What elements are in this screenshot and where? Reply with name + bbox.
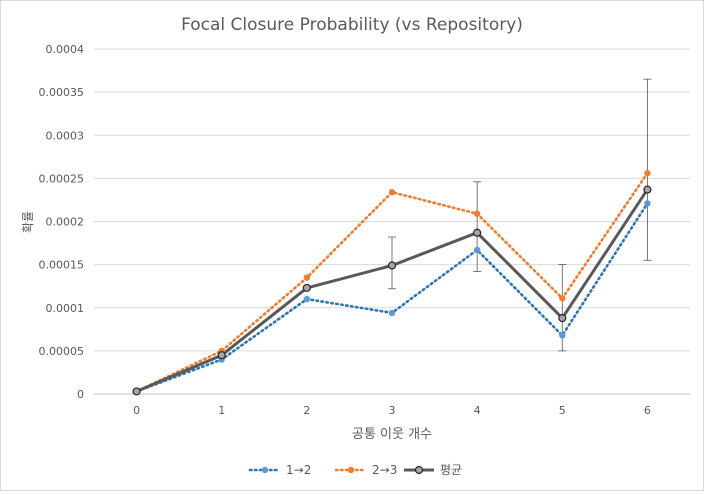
data-point [303,274,311,281]
y-tick-label: 0.0003 [46,129,85,142]
data-point [559,295,566,302]
x-tick-label: 4 [474,404,481,417]
y-tick-label: 0 [77,388,84,401]
x-tick-label: 2 [303,404,310,417]
error-bars [388,78,652,352]
y-tick-label: 0.0002 [46,216,85,229]
data-point [559,332,566,339]
data-point [388,188,396,196]
x-tick-label: 0 [133,404,140,417]
data-point [388,309,396,317]
x-axis-title: 공통 이웃 개수 [352,427,432,442]
x-tick-label: 5 [559,404,566,417]
legend-label: 1→2 [286,463,311,477]
data-point [473,210,481,217]
gridlines [94,48,690,352]
legend: 1→2 2→3 평균 [248,463,462,477]
data-point [473,228,482,237]
data-point [558,314,567,323]
data-point [302,283,311,293]
data-point [643,185,652,194]
data-point [217,351,226,360]
data-point [644,200,651,207]
x-tick-label: 3 [389,404,396,417]
y-tick-label: 0.00025 [39,172,85,185]
series-markers [132,170,652,396]
chart-title: Focal Closure Probability (vs Repository… [181,15,523,35]
y-tick-label: 0.00035 [39,86,85,99]
legend-swatch-marker [347,466,355,474]
y-tick-label: 0.00015 [39,259,85,272]
legend-label: 평균 [440,463,462,477]
axes: 0 0.00005 0.0001 0.00015 0.0002 0.00025 0.0003… [39,43,690,417]
y-tick-label: 0.0004 [46,43,85,56]
data-point [303,295,311,303]
y-axis-title: 확률 [21,211,35,233]
y-tick-label: 0.00005 [39,345,85,358]
data-point [387,261,397,270]
legend-swatch-marker [261,466,269,474]
data-point [473,246,481,254]
data-point [132,387,141,396]
data-point [644,170,651,177]
x-tick-label: 6 [644,404,651,417]
legend-swatch-marker [414,465,424,475]
legend-label: 2→3 [372,463,397,477]
x-tick-label: 1 [218,404,225,417]
y-tick-label: 0.0001 [46,302,85,315]
